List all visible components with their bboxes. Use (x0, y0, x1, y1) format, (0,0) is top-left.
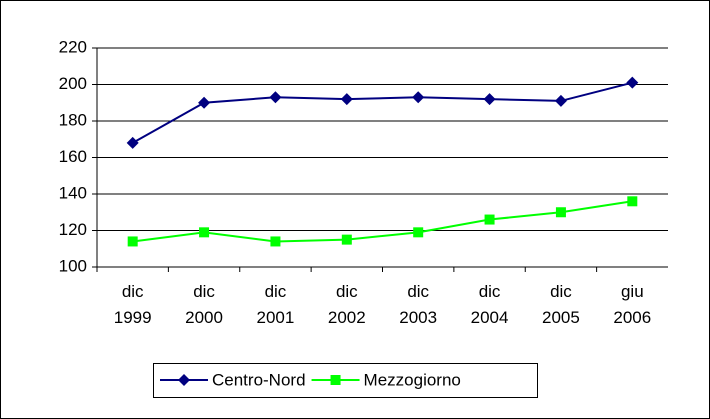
data-point (126, 136, 139, 149)
x-tick-label: dic 2000 (185, 282, 223, 327)
x-tick-label: dic 1999 (113, 282, 152, 327)
x-tick-label: dic 2005 (542, 282, 580, 327)
legend-marker (330, 375, 341, 385)
legend-label: Centro-Nord (212, 370, 306, 389)
y-tick-label: 220 (59, 37, 87, 56)
data-point (412, 91, 425, 104)
data-point (555, 207, 566, 218)
data-point (341, 234, 352, 245)
data-point (269, 91, 282, 104)
y-tick-label: 100 (59, 256, 87, 275)
x-tick-label: dic 2001 (256, 282, 295, 327)
data-point (626, 76, 639, 89)
data-point (199, 227, 210, 238)
legend-marker (178, 374, 190, 386)
legend-label: Mezzogiorno (364, 370, 461, 389)
data-point (270, 236, 281, 247)
y-tick-label: 180 (59, 110, 87, 129)
data-point (340, 93, 353, 106)
data-point (413, 227, 424, 238)
data-point (484, 214, 495, 225)
y-tick-label: 160 (59, 147, 87, 166)
data-point (127, 236, 138, 247)
x-tick-label: giu 2006 (613, 282, 652, 327)
data-point (627, 196, 638, 207)
x-tick-label: dic 2004 (470, 282, 509, 327)
x-tick-label: dic 2002 (327, 282, 366, 327)
data-point (198, 96, 211, 109)
series-line (132, 81, 633, 144)
data-point (554, 94, 567, 107)
data-point (483, 93, 496, 106)
series-line (132, 200, 633, 243)
y-tick-label: 200 (59, 74, 87, 93)
y-tick-label: 120 (59, 220, 87, 239)
y-tick-label: 140 (59, 183, 87, 202)
x-tick-label: dic 2003 (399, 282, 438, 327)
